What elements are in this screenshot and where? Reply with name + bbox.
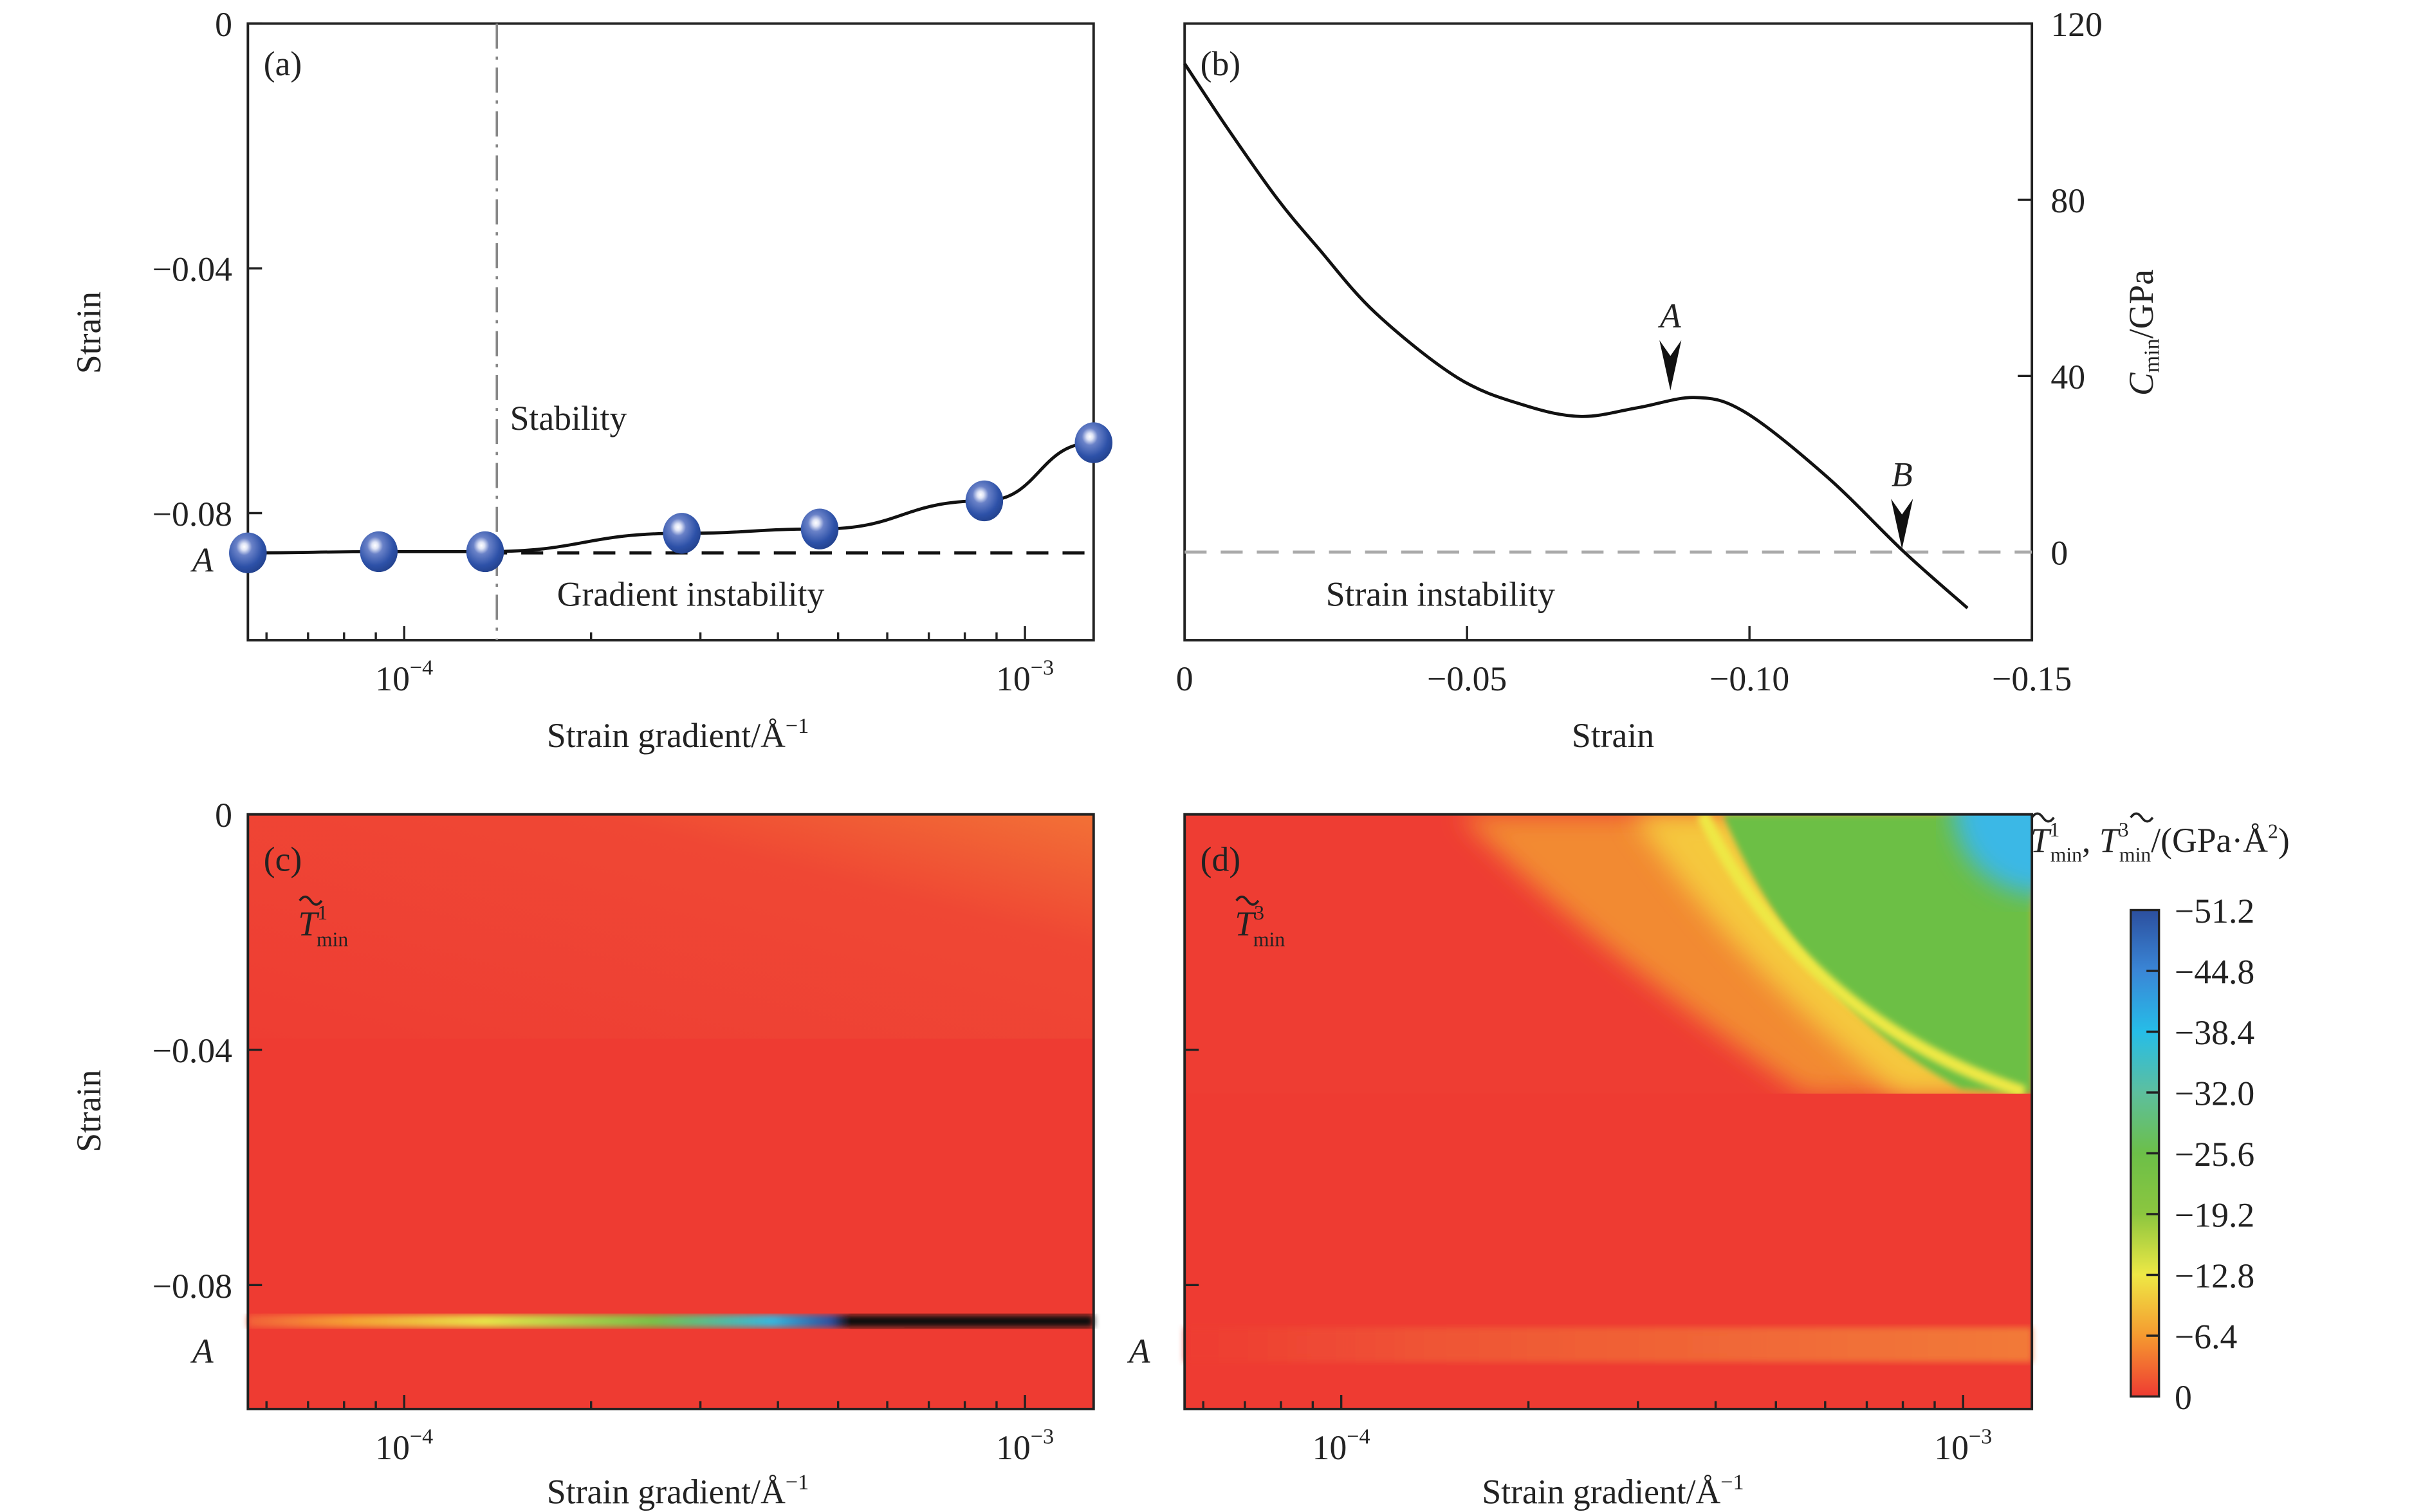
xlabel-d: Strain gradient/Å−1 xyxy=(1482,1470,1744,1511)
xlabel-c: Strain gradient/Å−1 xyxy=(547,1470,809,1511)
y-tick-label-b: 0 xyxy=(2050,534,2068,573)
heatmap-c-upper-region xyxy=(248,814,1094,1039)
y-marker-label-c: A xyxy=(190,1332,214,1370)
y-tick-label-c: −0.04 xyxy=(152,1031,232,1070)
y-tick-label-b: 120 xyxy=(2050,5,2102,44)
tilde-mark xyxy=(299,895,323,906)
x-tick-label-c: 10−4 xyxy=(375,1425,433,1467)
colorbar-tick-label: −25.6 xyxy=(2175,1135,2254,1174)
x-tick-label-c: 10−3 xyxy=(996,1425,1054,1467)
y-marker-label-a: A xyxy=(190,541,214,580)
x-tick-label-d: 10−3 xyxy=(1934,1425,1992,1467)
tick-exponent: −3 xyxy=(1031,656,1054,680)
data-point-sphere xyxy=(360,531,398,573)
plot-frame-a xyxy=(246,22,1095,641)
marker-label-B: B xyxy=(1892,456,1913,494)
data-point-sphere xyxy=(466,531,504,573)
y-tick-label-b: 80 xyxy=(2050,181,2085,220)
x-tick-label-b: −0.10 xyxy=(1709,659,1789,698)
data-point-sphere xyxy=(965,480,1004,522)
colorbar-title: T1 min, T3 min/(GPa·Å2) xyxy=(2031,812,2290,866)
annotation-stability: Stability xyxy=(510,399,627,438)
panel-label-b: (b) xyxy=(1201,44,1241,83)
panel-label-d: (d) xyxy=(1201,840,1241,879)
quantity-label-c: T1 min xyxy=(298,895,348,951)
tick-base: 10 xyxy=(1934,1428,1969,1467)
x-tick-label-b: 0 xyxy=(1176,659,1193,698)
y-marker-label-d: A xyxy=(1127,1332,1150,1370)
heatmap-d-cyan-corner xyxy=(1953,814,2032,894)
cmin-curve xyxy=(1183,62,1969,609)
colorbar-tick-label: −12.8 xyxy=(2175,1257,2254,1295)
svg-text:Strain gradient/Å−1: Strain gradient/Å−1 xyxy=(547,714,809,755)
tick-exponent: −4 xyxy=(410,1425,433,1449)
tick-base: 10 xyxy=(996,1428,1031,1467)
tick-base: 10 xyxy=(996,659,1031,698)
tilde-mark xyxy=(1235,895,1260,906)
svg-text:Strain gradient/Å−1: Strain gradient/Å−1 xyxy=(547,1470,809,1511)
heatmap-d-lower-band xyxy=(1184,1327,2032,1362)
tick-exponent: −3 xyxy=(1969,1425,1992,1449)
x-tick-label-d: 10−4 xyxy=(1313,1425,1370,1467)
data-point-sphere xyxy=(663,513,701,554)
ylabel-c: Strain xyxy=(69,1069,108,1152)
annotation-strain-instability: Strain instability xyxy=(1326,575,1555,613)
xlabel-b: Strain xyxy=(1572,716,1654,755)
colorbar-tick-label: −6.4 xyxy=(2175,1317,2237,1356)
tick-base: 10 xyxy=(375,1428,410,1467)
x-tick-label-a: 10−4 xyxy=(375,656,433,698)
svg-text:Strain gradient/Å−1: Strain gradient/Å−1 xyxy=(1482,1470,1744,1511)
xlabel-a: Strain gradient/Å−1 xyxy=(547,714,809,755)
plot-frame-b xyxy=(1183,22,2034,641)
data-point-sphere xyxy=(229,532,267,574)
colorbar-tick-label: −51.2 xyxy=(2175,892,2254,930)
x-tick-label-b: −0.15 xyxy=(1992,659,2072,698)
colorbar-tick-label: −32.0 xyxy=(2175,1074,2254,1112)
y-tick-label-a: 0 xyxy=(215,5,232,44)
y-tick-label-a: −0.04 xyxy=(152,250,232,289)
tilde-mark xyxy=(2031,812,2055,823)
panel-label-a: (a) xyxy=(264,44,302,83)
data-point-sphere xyxy=(800,508,839,549)
data-point-sphere xyxy=(1074,422,1113,463)
panel-label-c: (c) xyxy=(264,840,302,879)
tick-exponent: −4 xyxy=(1347,1425,1370,1449)
ylabel-b: Cmin/GPa xyxy=(2122,270,2164,396)
tick-exponent: −3 xyxy=(1031,1425,1054,1449)
heatmap-c-band xyxy=(248,1314,1094,1328)
quantity-label-d: T3 min xyxy=(1235,895,1285,951)
colorbar-tick-label: −38.4 xyxy=(2175,1013,2254,1052)
heatmap-d-yellow-ridge xyxy=(1697,814,2026,1094)
arrow-marker-A xyxy=(1659,340,1682,391)
heatmap-c xyxy=(248,814,1094,1409)
y-tick-label-c: 0 xyxy=(215,796,232,834)
plot-frame-d xyxy=(1183,813,2034,1410)
y-tick-label-c: −0.08 xyxy=(152,1267,232,1305)
heatmap-d xyxy=(1184,814,2032,1409)
arrow-marker-B xyxy=(1891,499,1913,549)
marker-label-A: A xyxy=(1658,297,1681,335)
tick-base: 10 xyxy=(1313,1428,1347,1467)
plot-frame-c xyxy=(246,813,1095,1410)
colorbar-tick-label: 0 xyxy=(2175,1378,2192,1417)
y-tick-label-a: −0.08 xyxy=(152,495,232,533)
colorbar-tick-label: −44.8 xyxy=(2175,952,2254,991)
ylabel-a: Strain xyxy=(69,291,108,374)
heatmap-d-green-zone xyxy=(1722,814,2032,1094)
x-tick-label-b: −0.05 xyxy=(1427,659,1507,698)
tilde-mark xyxy=(2130,812,2154,823)
colorbar-tick-label: −19.2 xyxy=(2175,1195,2254,1234)
y-tick-label-b: 40 xyxy=(2050,358,2085,396)
tick-base: 10 xyxy=(375,659,410,698)
svg-text:Cmin/GPa: Cmin/GPa xyxy=(2122,270,2164,396)
tick-exponent: −4 xyxy=(410,656,433,680)
x-tick-label-a: 10−3 xyxy=(996,656,1054,698)
annotation-gradient-instability: Gradient instability xyxy=(557,575,825,613)
